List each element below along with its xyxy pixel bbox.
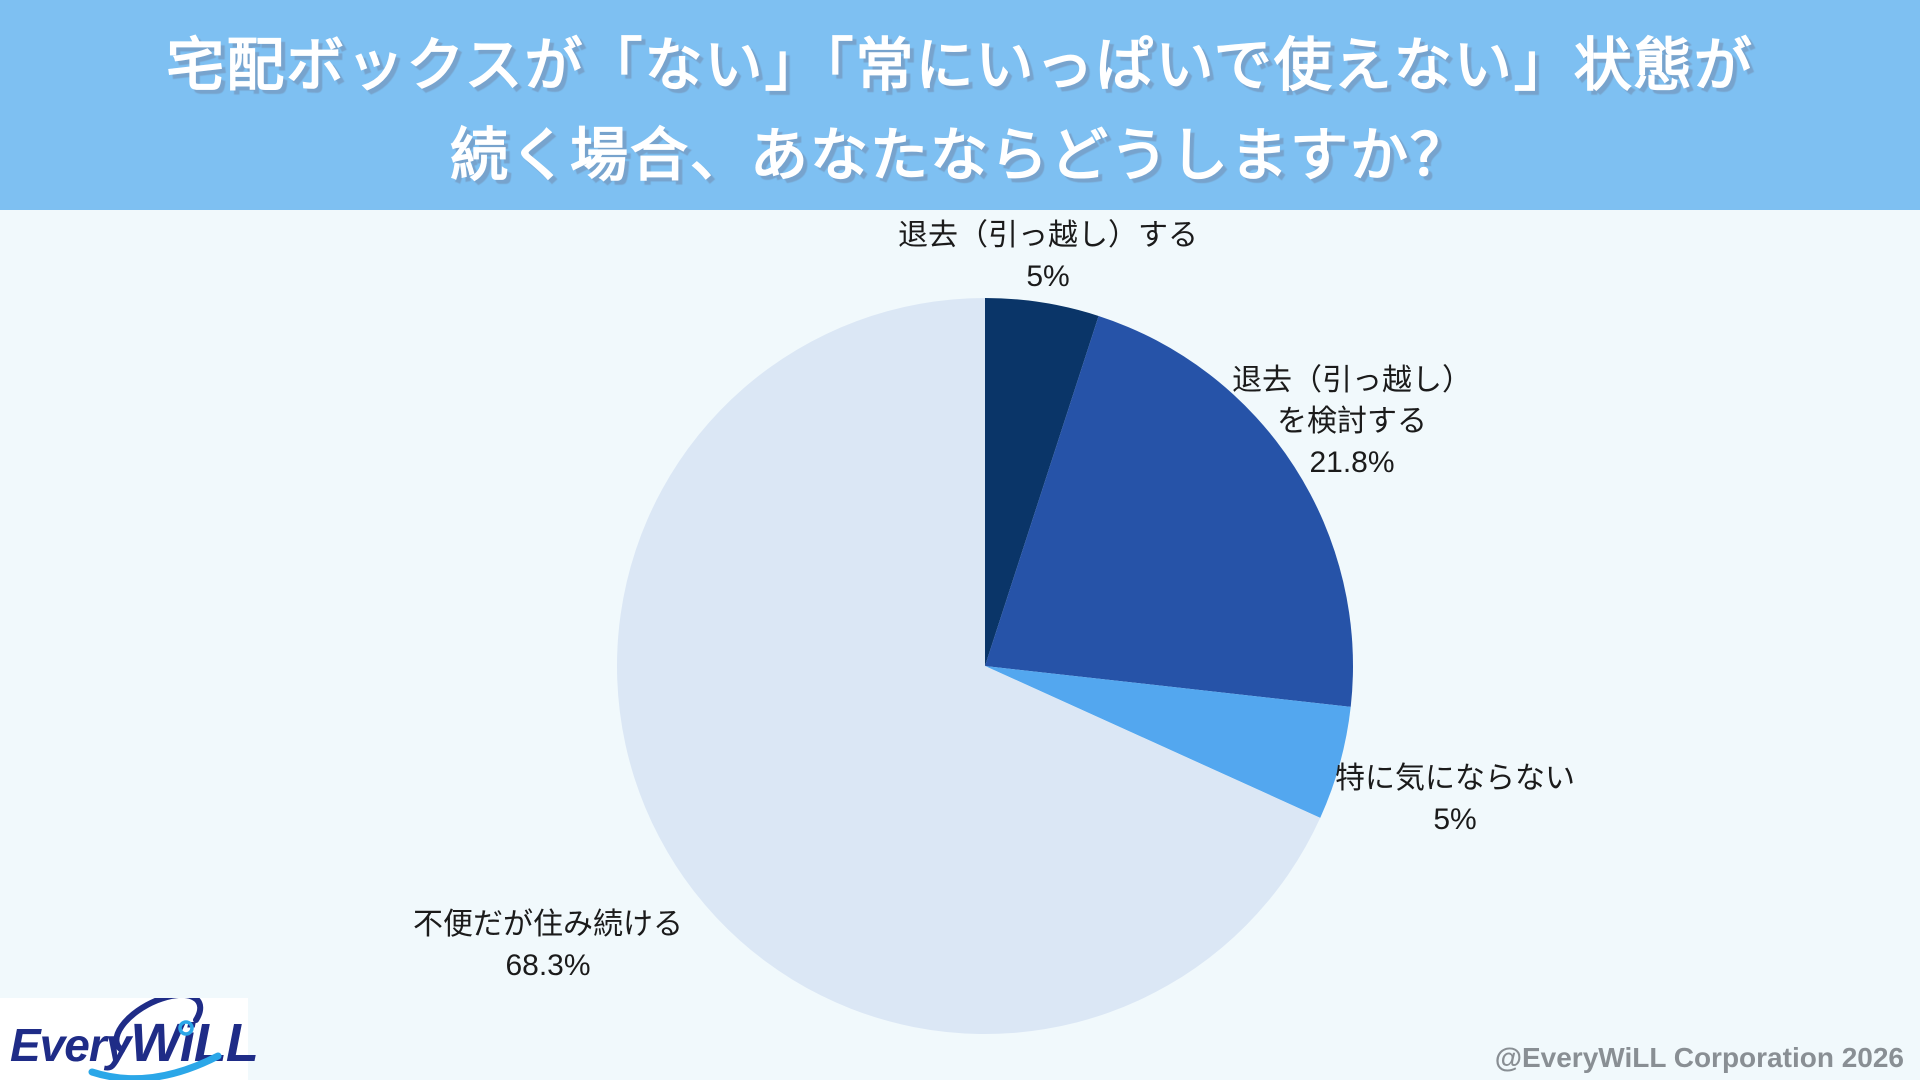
- everywill-logo-text: EveryWiLL: [10, 1012, 259, 1074]
- page-title-line1: 宅配ボックスが「ない」「常にいっぱいで使えない」状態が: [166, 33, 1754, 98]
- slice-percent: 5%: [1026, 260, 1070, 293]
- logo-text-every: Every: [10, 1019, 131, 1071]
- slice-label-not-bothered: 特に気にならない 5%: [1255, 758, 1655, 840]
- copyright-credit: @EveryWiLL Corporation 2026: [1494, 1042, 1904, 1073]
- slice-percent: 68.3%: [505, 949, 591, 982]
- logo-text-will: WiLL: [130, 1013, 258, 1073]
- slice-label-text: 退去（引っ越し）: [1232, 364, 1472, 397]
- pie-slice-0: [985, 298, 1099, 666]
- title-banner: 宅配ボックスが「ない」「常にいっぱいで使えない」状態が 続く場合、あなたならどう…: [0, 0, 1920, 210]
- slice-label-consider-moving: 退去（引っ越し） を検討する 21.8%: [1152, 360, 1552, 483]
- slice-label-text: 退去（引っ越し）する: [898, 219, 1198, 252]
- everywill-logo: EveryWiLL: [0, 998, 259, 1080]
- slice-label-text: 不便だが住み続ける: [413, 908, 683, 941]
- slice-label-text: を検討する: [1277, 405, 1427, 438]
- pie-slice-1: [985, 315, 1354, 707]
- slice-label-keep-living: 不便だが住み続ける 68.3%: [348, 904, 748, 986]
- slice-percent: 5%: [1433, 803, 1477, 836]
- pie-slice-2: [985, 666, 1351, 818]
- slice-percent: 21.8%: [1309, 446, 1395, 479]
- slice-label-text: 特に気にならない: [1335, 762, 1575, 795]
- pie-slice-3: [616, 298, 1321, 1035]
- slice-label-move-out: 退去（引っ越し）する 5%: [828, 215, 1268, 297]
- page-title-line2: 続く場合、あなたならどうしますか？: [449, 123, 1470, 188]
